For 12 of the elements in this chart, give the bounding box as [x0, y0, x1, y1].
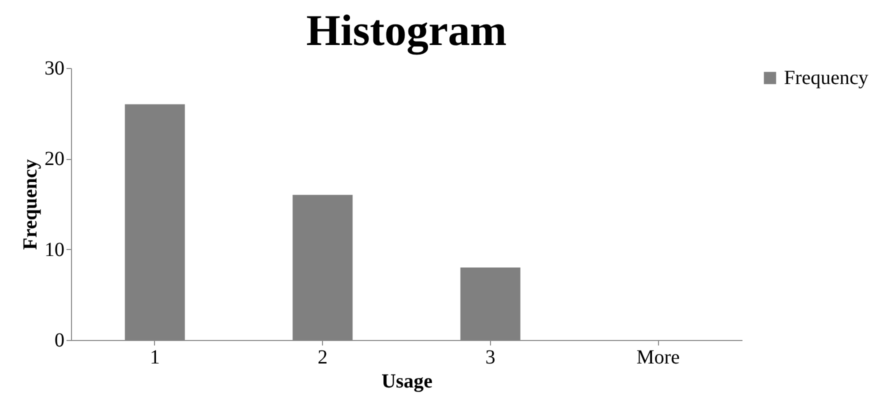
y-tick-label: 10 — [44, 238, 64, 261]
y-axis-title: Frequency — [20, 159, 42, 250]
x-tick-label: 3 — [485, 346, 496, 368]
x-tick-label: 2 — [318, 346, 328, 368]
x-axis-title: Usage — [381, 370, 433, 392]
legend-label: Frequency — [784, 67, 868, 89]
x-tick-label: More — [636, 346, 680, 368]
x-tick-label: 1 — [150, 346, 160, 368]
y-tick-label: 0 — [54, 330, 64, 352]
y-tick-label: 20 — [44, 148, 64, 170]
chart-title: Histogram — [306, 6, 507, 55]
y-tick-label: 30 — [44, 58, 64, 80]
